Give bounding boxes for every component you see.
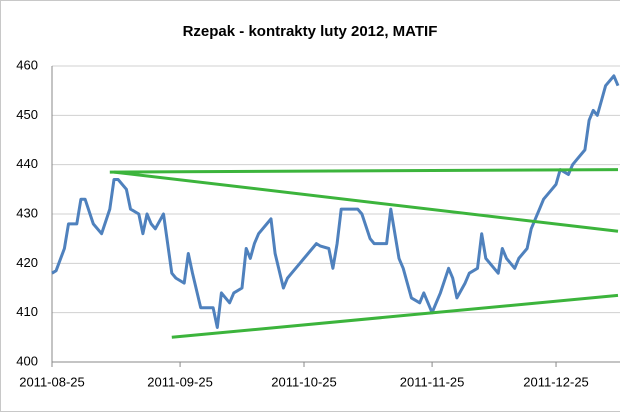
y-tick-label: 440 — [16, 156, 38, 171]
x-tick-label: 2011-12-25 — [523, 374, 589, 389]
y-tick-label: 420 — [16, 255, 38, 270]
price-line — [51, 74, 620, 329]
x-tick-label: 2011-10-25 — [271, 374, 337, 389]
trend-line — [171, 293, 619, 339]
trend-line — [113, 170, 619, 233]
y-tick-label: 430 — [16, 205, 38, 220]
y-tick-label: 460 — [16, 57, 38, 72]
y-tick-label: 450 — [16, 107, 38, 122]
x-tick-label: 2011-11-25 — [400, 374, 465, 389]
y-tick-label: 400 — [16, 353, 38, 368]
x-tick-label: 2011-09-25 — [147, 374, 213, 389]
trend-line — [109, 168, 619, 174]
x-tick-label: 2011-08-25 — [19, 374, 85, 389]
chart-title: Rzepak - kontrakty luty 2012, MATIF — [183, 23, 438, 40]
y-tick-label: 410 — [16, 304, 38, 319]
